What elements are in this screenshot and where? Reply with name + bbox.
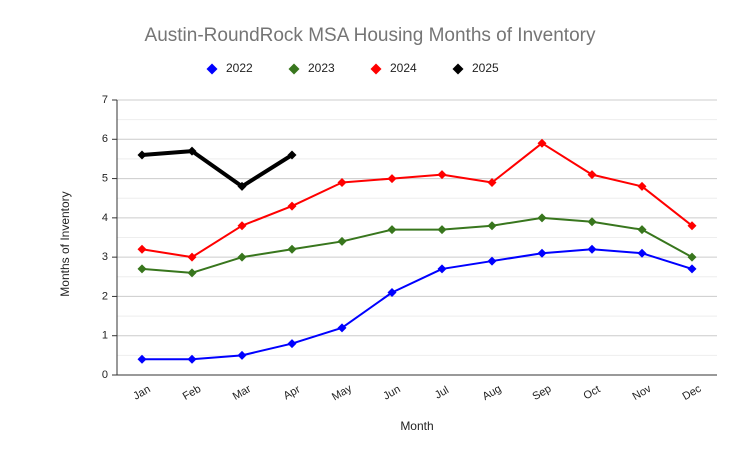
point-marker bbox=[587, 244, 597, 254]
point-marker bbox=[237, 181, 247, 191]
point-marker bbox=[287, 150, 297, 160]
point-marker bbox=[387, 225, 397, 235]
legend-label: 2022 bbox=[226, 61, 253, 75]
point-marker bbox=[687, 252, 697, 262]
x-tick-label: Feb bbox=[181, 383, 203, 403]
y-tick-label: 7 bbox=[102, 94, 108, 106]
legend-marker bbox=[452, 63, 464, 75]
y-tick-label: 3 bbox=[102, 251, 108, 263]
point-marker bbox=[687, 221, 697, 231]
point-marker bbox=[287, 244, 297, 254]
x-tick-label: Nov bbox=[630, 383, 653, 403]
point-marker bbox=[137, 244, 147, 254]
point-marker bbox=[637, 248, 647, 258]
y-axis-label: Months of Inventory bbox=[58, 191, 72, 296]
point-marker bbox=[287, 339, 297, 349]
point-marker bbox=[337, 323, 347, 333]
legend-label: 2025 bbox=[472, 61, 499, 75]
point-marker bbox=[537, 138, 547, 148]
point-marker bbox=[337, 236, 347, 246]
series-line bbox=[142, 248, 693, 361]
point-marker bbox=[437, 264, 447, 274]
legend-label: 2024 bbox=[390, 61, 417, 75]
point-marker bbox=[487, 178, 497, 187]
point-marker bbox=[387, 288, 397, 297]
legend-marker bbox=[288, 63, 300, 75]
x-tick-label: Jul bbox=[433, 384, 451, 401]
point-marker bbox=[237, 350, 247, 360]
point-marker bbox=[137, 264, 147, 274]
point-marker bbox=[537, 213, 547, 223]
point-marker bbox=[187, 252, 197, 262]
x-axis-label: Month bbox=[400, 419, 433, 433]
point-marker bbox=[487, 221, 497, 231]
point-marker bbox=[537, 248, 547, 258]
x-tick-label: Dec bbox=[680, 383, 703, 403]
point-marker bbox=[587, 170, 597, 180]
y-tick-label: 0 bbox=[102, 369, 108, 381]
legend-label: 2023 bbox=[308, 61, 335, 75]
point-marker bbox=[487, 256, 497, 266]
series-line bbox=[141, 142, 693, 259]
point-marker bbox=[187, 354, 197, 364]
point-marker bbox=[687, 264, 697, 274]
x-tick-label: May bbox=[330, 382, 354, 403]
x-tick-label: Mar bbox=[231, 383, 254, 403]
legend-marker bbox=[370, 63, 382, 75]
point-marker bbox=[187, 146, 197, 156]
point-marker bbox=[237, 252, 247, 262]
point-marker bbox=[187, 268, 197, 278]
x-tick-label: Oct bbox=[582, 383, 603, 402]
y-tick-label: 5 bbox=[102, 172, 108, 184]
y-tick-label: 1 bbox=[102, 330, 108, 342]
point-marker bbox=[437, 170, 447, 180]
point-marker bbox=[587, 217, 597, 227]
point-marker bbox=[237, 221, 247, 231]
point-marker bbox=[637, 181, 647, 191]
point-marker bbox=[137, 150, 147, 160]
point-marker bbox=[287, 201, 297, 211]
point-marker bbox=[387, 174, 397, 184]
x-tick-label: Apr bbox=[282, 383, 303, 402]
x-tick-label: Jan bbox=[131, 383, 152, 402]
series-line bbox=[141, 149, 294, 189]
x-tick-label: Aug bbox=[480, 383, 503, 403]
y-tick-label: 6 bbox=[102, 133, 108, 145]
y-tick-label: 4 bbox=[102, 212, 108, 224]
point-marker bbox=[137, 354, 147, 364]
x-tick-label: Sep bbox=[530, 383, 553, 403]
chart-title: Austin-RoundRock MSA Housing Months of I… bbox=[145, 25, 596, 46]
legend-marker bbox=[206, 63, 218, 75]
y-tick-label: 2 bbox=[102, 290, 108, 302]
series-line bbox=[141, 216, 693, 274]
point-marker bbox=[337, 178, 347, 187]
point-marker bbox=[437, 225, 447, 235]
x-tick-label: Jun bbox=[381, 383, 402, 402]
point-marker bbox=[637, 225, 647, 235]
